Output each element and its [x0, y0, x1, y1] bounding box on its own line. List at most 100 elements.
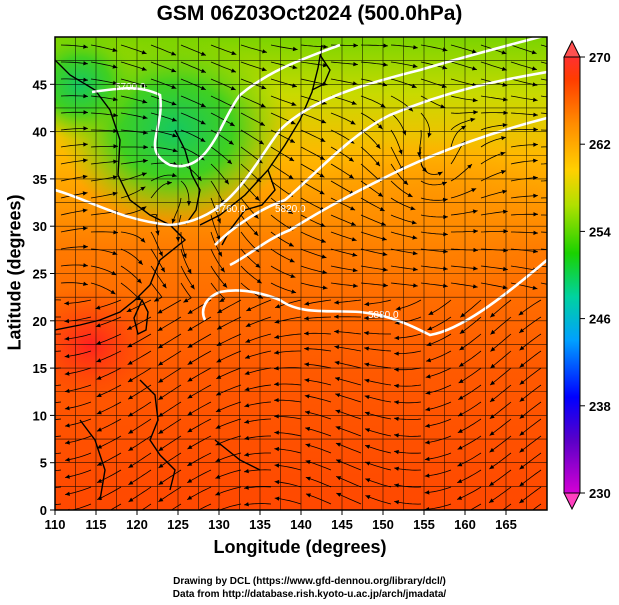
- streamline-arrowhead: [220, 267, 225, 273]
- streamline: [334, 377, 362, 386]
- streamline-arrowhead: [253, 230, 259, 236]
- streamline-arrowhead: [287, 209, 293, 214]
- streamline: [170, 503, 182, 510]
- streamline-arrowhead: [290, 120, 296, 125]
- streamline: [540, 112, 547, 115]
- streamline-arrowhead: [262, 49, 267, 54]
- streamline-arrowhead: [305, 460, 311, 465]
- streamline-arrowhead: [489, 515, 494, 519]
- streamline: [187, 469, 212, 484]
- streamline: [95, 316, 122, 327]
- streamline-arrowhead: [253, 213, 259, 219]
- streamline-arrowhead: [289, 138, 295, 143]
- x-tick-label: 155: [413, 517, 435, 532]
- streamline: [330, 61, 358, 65]
- streamline-arrowhead: [83, 142, 88, 147]
- streamline: [64, 384, 92, 392]
- streamline-arrowhead: [245, 338, 251, 343]
- streamline-arrowhead: [274, 496, 280, 501]
- streamline-arrowhead: [291, 289, 297, 294]
- streamline: [55, 384, 62, 386]
- streamline: [270, 214, 294, 231]
- streamline-arrowhead: [352, 252, 358, 257]
- streamline-arrowhead: [306, 493, 311, 498]
- streamline: [390, 112, 406, 136]
- streamline-arrowhead: [128, 446, 134, 451]
- streamline: [335, 459, 362, 471]
- streamline-arrowhead: [82, 174, 88, 179]
- streamline-arrowhead: [377, 124, 383, 130]
- streamline-arrowhead: [334, 329, 339, 334]
- streamline-arrowhead: [365, 495, 371, 500]
- streamline: [364, 445, 392, 454]
- streamline-arrowhead: [289, 156, 295, 161]
- streamline: [510, 282, 538, 290]
- geopotential-contours: [55, 37, 547, 337]
- streamline: [540, 197, 547, 199]
- streamline-arrowhead: [217, 308, 223, 313]
- streamline-arrowhead: [411, 220, 417, 225]
- streamline-arrowhead: [533, 212, 538, 217]
- streamline-arrowhead: [533, 158, 538, 163]
- streamline: [304, 395, 332, 403]
- streamline-arrowhead: [113, 113, 118, 118]
- streamline: [480, 136, 507, 148]
- streamline: [459, 316, 482, 335]
- streamline-arrowhead: [304, 346, 309, 351]
- streamline-arrowhead: [111, 270, 117, 275]
- streamline-arrowhead: [244, 370, 250, 375]
- streamline: [540, 78, 547, 81]
- streamline-arrowhead: [375, 143, 381, 149]
- streamline-arrowhead: [172, 133, 178, 138]
- streamline-arrowhead: [519, 414, 525, 419]
- streamline-arrowhead: [200, 85, 206, 90]
- streamline-arrowhead: [97, 461, 103, 466]
- streamline-arrowhead: [83, 93, 88, 99]
- streamline-arrowhead: [160, 267, 165, 273]
- streamline-arrowhead: [274, 381, 279, 387]
- streamline-arrowhead: [365, 444, 371, 449]
- streamline-arrowhead: [274, 398, 279, 403]
- x-tick-label: 150: [372, 517, 394, 532]
- streamline-arrowhead: [350, 206, 356, 211]
- streamline: [510, 44, 537, 54]
- streamline: [335, 409, 362, 420]
- streamline-arrowhead: [158, 361, 164, 366]
- streamline: [304, 411, 332, 420]
- streamline-arrowhead: [457, 462, 463, 467]
- x-tick-label: 120: [126, 517, 148, 532]
- streamline-arrowhead: [394, 500, 400, 505]
- streamline: [519, 384, 542, 402]
- streamline: [540, 231, 547, 233]
- colorbar-tick-label: 246: [589, 312, 611, 327]
- streamline: [450, 125, 467, 148]
- streamline-arrowhead: [458, 378, 464, 383]
- streamline-arrowhead: [187, 411, 193, 416]
- streamline-arrowhead: [187, 428, 193, 433]
- streamline-arrowhead: [172, 148, 178, 153]
- colorbar-ticks: 230 238 246 254 262 270: [580, 50, 611, 501]
- streamline-arrowhead: [489, 464, 495, 470]
- streamline-arrowhead: [95, 323, 101, 328]
- streamline-arrowhead: [519, 431, 525, 436]
- streamline: [55, 452, 62, 455]
- streamline-arrowhead: [274, 319, 280, 324]
- streamline-arrowhead: [321, 254, 327, 259]
- streamline: [330, 95, 357, 105]
- contour-label-5820: 5820.0: [275, 204, 306, 215]
- streamline: [489, 418, 512, 436]
- streamline-arrowhead: [472, 98, 478, 103]
- streamline-arrowhead: [335, 376, 340, 382]
- x-tick-label: 145: [331, 517, 353, 532]
- streamline-arrowhead: [64, 301, 69, 306]
- streamline-arrowhead: [154, 297, 160, 302]
- streamline-arrowhead: [412, 251, 418, 256]
- streamline-arrowhead: [335, 442, 341, 447]
- streamline-arrowhead: [128, 463, 134, 468]
- streamline-arrowhead: [96, 427, 102, 432]
- streamline: [270, 146, 295, 162]
- streamline-arrowhead: [457, 428, 463, 433]
- streamline-arrowhead: [365, 428, 370, 433]
- streamline-arrowhead: [34, 383, 39, 387]
- streamline-arrowhead: [127, 343, 133, 348]
